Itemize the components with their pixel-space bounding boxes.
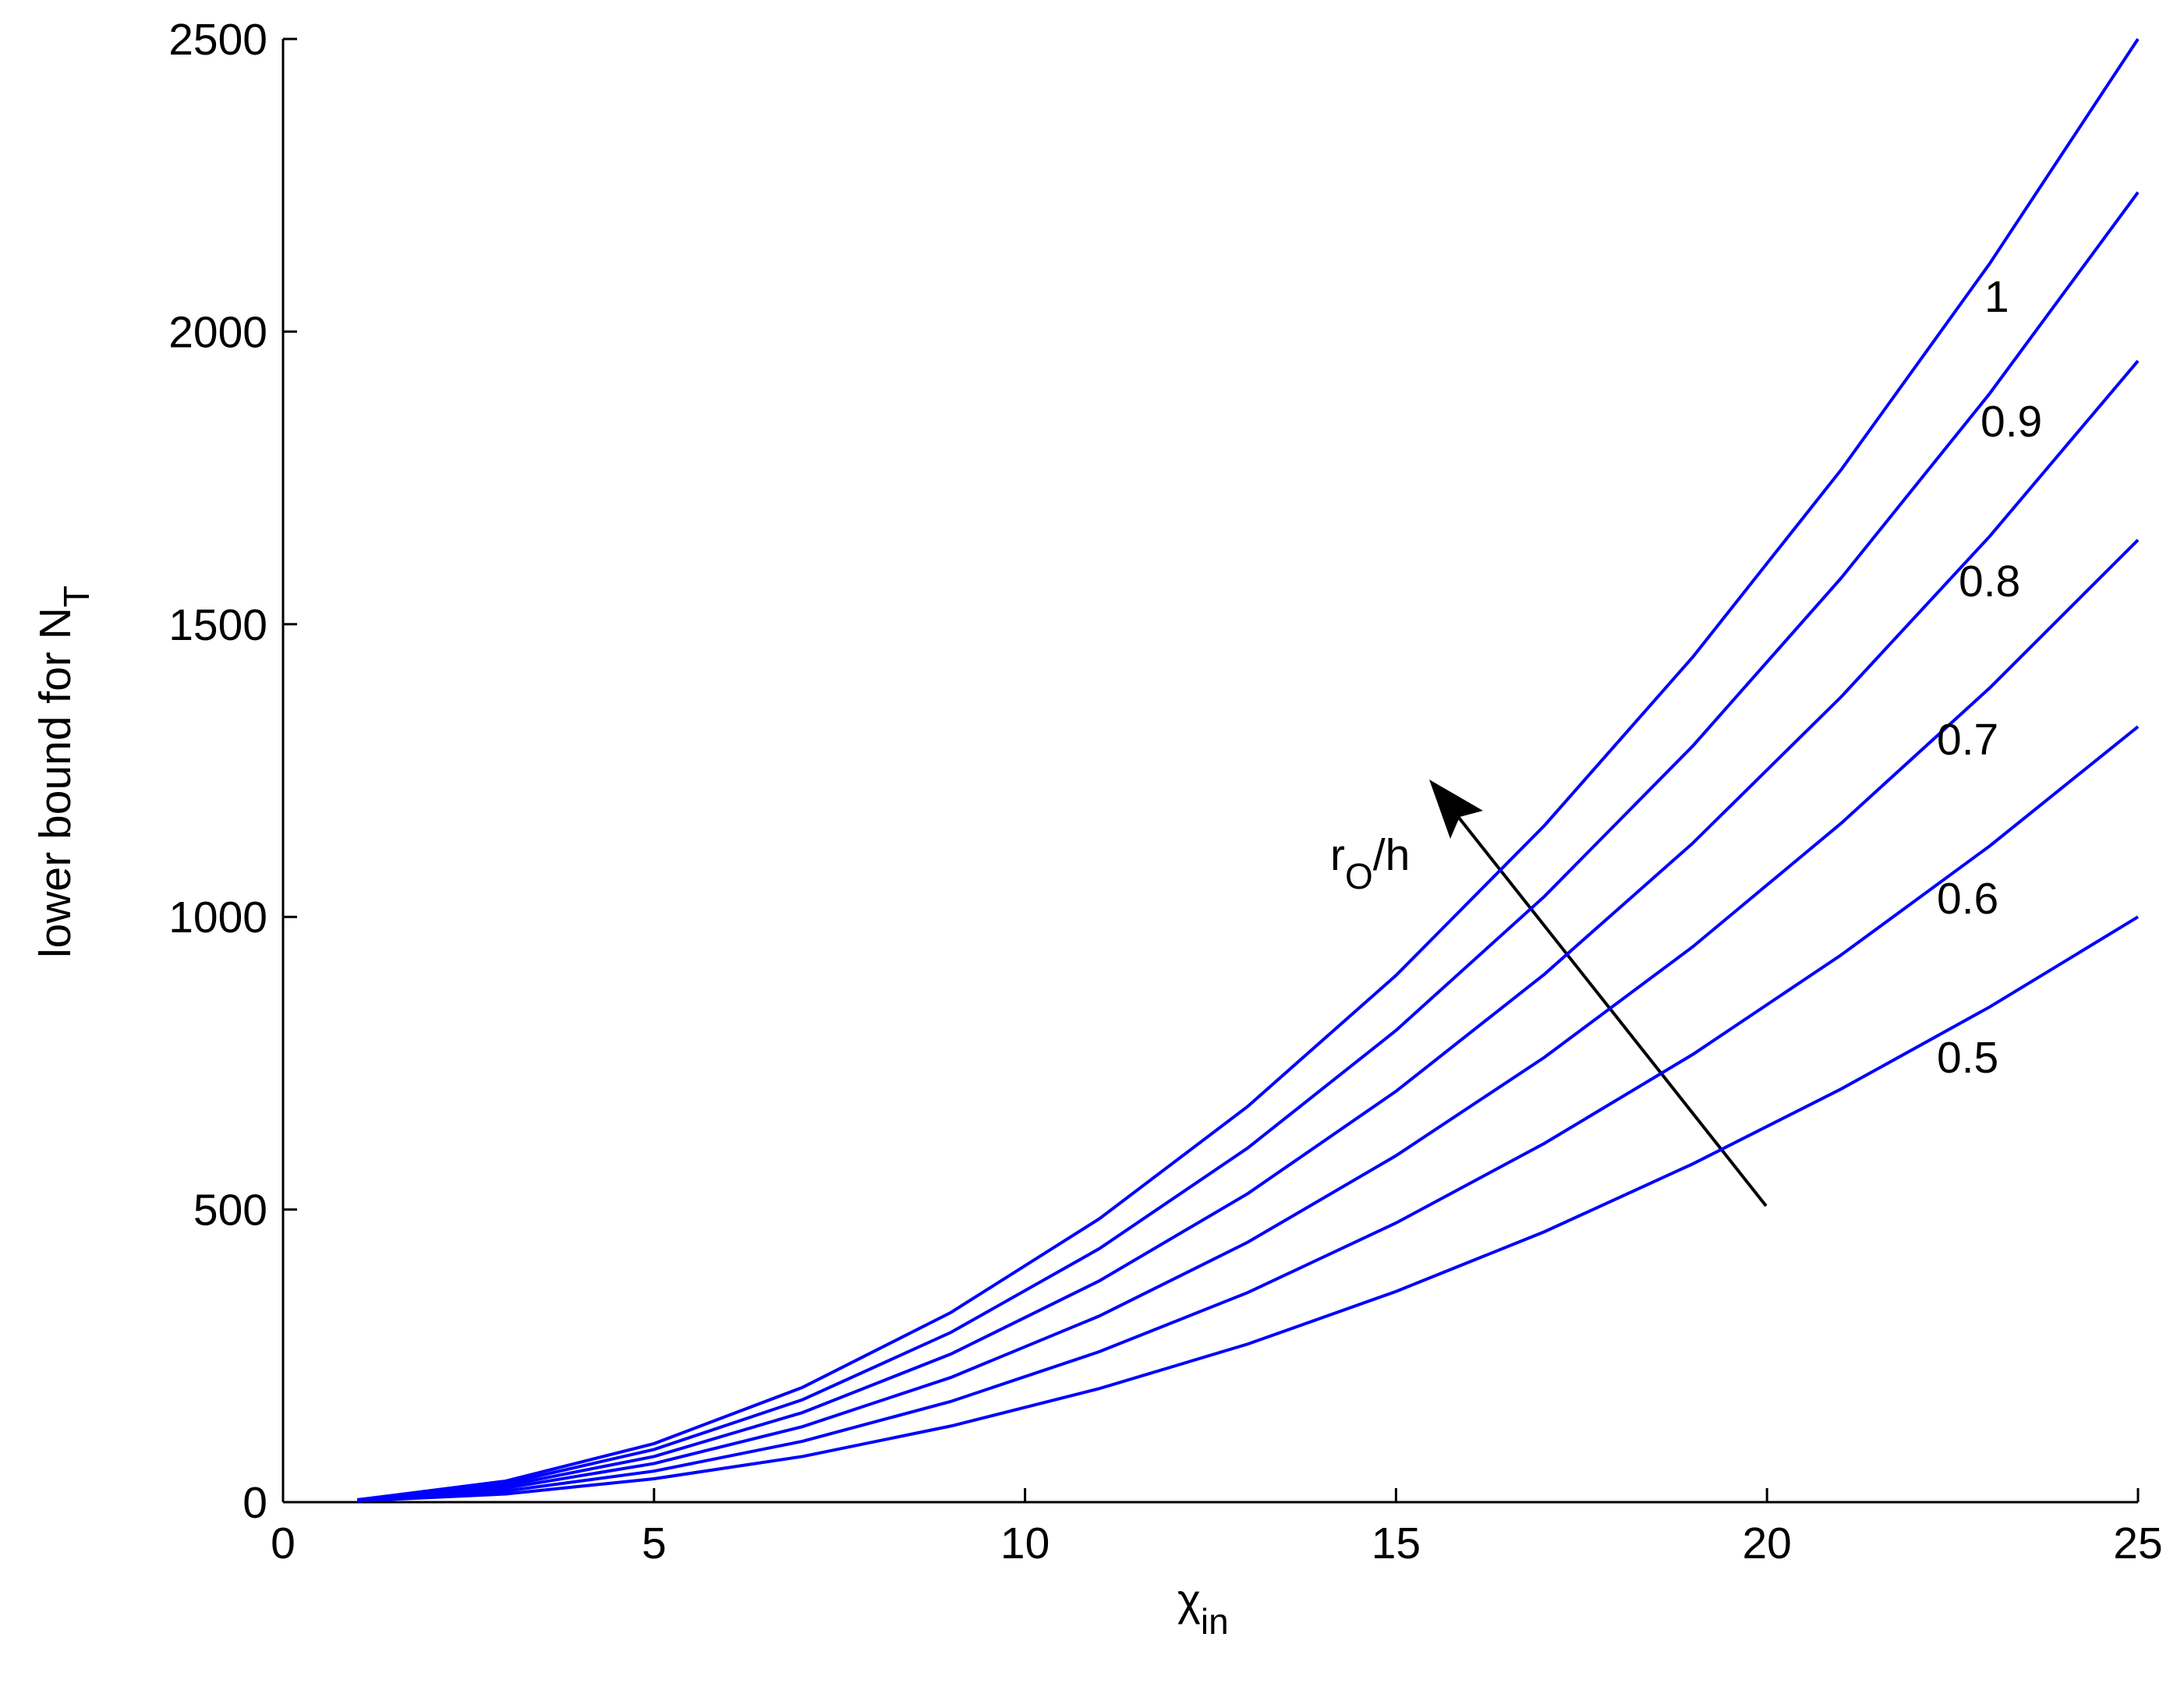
annotation: rO/h <box>1330 830 1410 896</box>
x-tick-label: 5 <box>642 1519 667 1568</box>
series-line <box>357 725 2140 1503</box>
x-tick-label: 0 <box>271 1519 296 1568</box>
annotation-rest: /h <box>1373 830 1411 880</box>
series-label: 0.9 <box>1980 397 2042 447</box>
y-tick-label: 2000 <box>168 307 267 357</box>
y-tick-label: 1000 <box>168 893 267 942</box>
annotation-sub: O <box>1345 856 1373 896</box>
series-label: 0.8 <box>1959 557 2020 606</box>
annotation-text: r <box>1330 830 1345 880</box>
y-tick-label: 2500 <box>168 15 267 65</box>
series-line <box>356 539 2140 1502</box>
series-label: 0.6 <box>1937 874 1998 924</box>
x-axis-label: χin <box>1177 1575 1229 1642</box>
x-tick-label: 10 <box>1000 1519 1050 1568</box>
series-label: 0.5 <box>1937 1033 1998 1083</box>
x-tick-label: 15 <box>1372 1519 1421 1568</box>
arrow-head <box>1429 780 1483 839</box>
y-label-sub: T <box>56 585 97 607</box>
y-tick-label: 1500 <box>168 600 267 650</box>
series-line <box>356 359 2140 1502</box>
x-label-text: χ <box>1177 1575 1201 1625</box>
x-tick-label: 25 <box>2113 1519 2162 1568</box>
x-label-sub: in <box>1201 1601 1229 1642</box>
y-label-text: lower bound for N <box>30 607 80 958</box>
series-label: 1 <box>1984 272 2009 322</box>
y-tick-label: 0 <box>242 1478 267 1528</box>
y-tick-label: 500 <box>193 1186 267 1236</box>
series-line <box>357 915 2140 1503</box>
series-line <box>356 191 2140 1501</box>
series-label: 0.7 <box>1937 715 1998 765</box>
series-line <box>356 37 2140 1501</box>
x-tick-label: 20 <box>1742 1519 1791 1568</box>
y-axis-label: lower bound for NT <box>30 585 97 958</box>
arrow <box>1437 790 1768 1207</box>
